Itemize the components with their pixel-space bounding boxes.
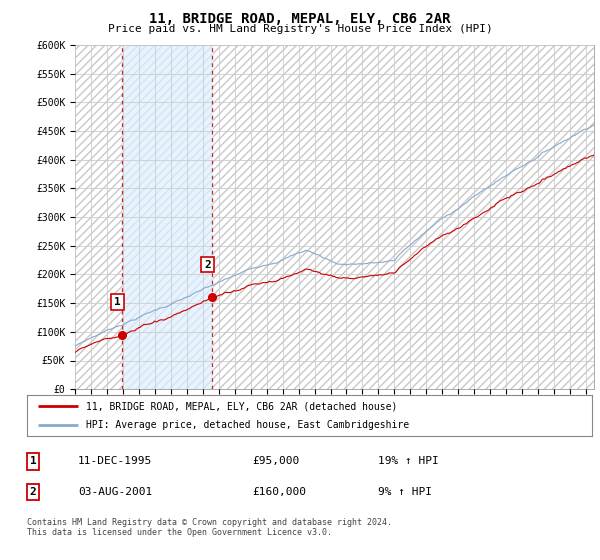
Text: 1: 1 [29,456,37,466]
Bar [122,45,212,389]
Text: 11, BRIDGE ROAD, MEPAL, ELY, CB6 2AR: 11, BRIDGE ROAD, MEPAL, ELY, CB6 2AR [149,12,451,26]
Text: 2: 2 [204,259,211,269]
Text: £95,000: £95,000 [252,456,299,466]
Text: 11, BRIDGE ROAD, MEPAL, ELY, CB6 2AR (detached house): 11, BRIDGE ROAD, MEPAL, ELY, CB6 2AR (de… [86,402,398,411]
Text: Contains HM Land Registry data © Crown copyright and database right 2024.
This d: Contains HM Land Registry data © Crown c… [27,518,392,538]
Text: 03-AUG-2001: 03-AUG-2001 [78,487,152,497]
Text: 19% ↑ HPI: 19% ↑ HPI [378,456,439,466]
Text: Price paid vs. HM Land Registry's House Price Index (HPI): Price paid vs. HM Land Registry's House … [107,24,493,34]
Text: 2: 2 [29,487,37,497]
Text: 1: 1 [114,297,121,307]
Text: £160,000: £160,000 [252,487,306,497]
Text: 9% ↑ HPI: 9% ↑ HPI [378,487,432,497]
Text: HPI: Average price, detached house, East Cambridgeshire: HPI: Average price, detached house, East… [86,420,409,430]
Text: 11-DEC-1995: 11-DEC-1995 [78,456,152,466]
